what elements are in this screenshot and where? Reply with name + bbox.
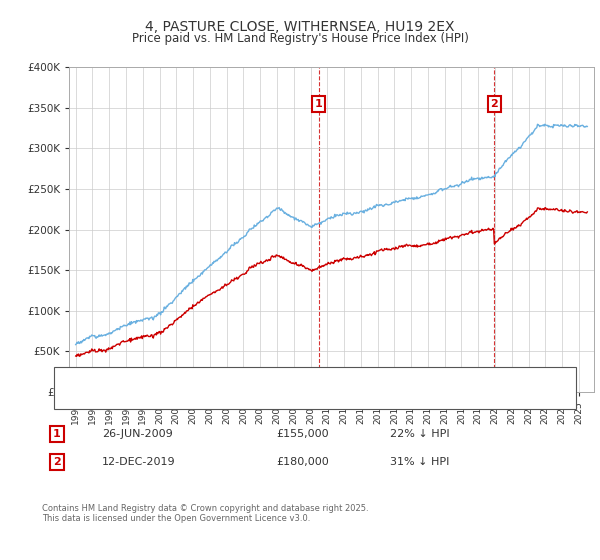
Text: 12-DEC-2019: 12-DEC-2019 (102, 457, 176, 467)
Text: 22% ↓ HPI: 22% ↓ HPI (390, 429, 449, 439)
Text: £155,000: £155,000 (276, 429, 329, 439)
Text: 1: 1 (315, 99, 322, 109)
Text: 2: 2 (53, 457, 61, 467)
Text: Contains HM Land Registry data © Crown copyright and database right 2025.
This d: Contains HM Land Registry data © Crown c… (42, 504, 368, 524)
Text: ——: —— (66, 389, 91, 403)
Text: 2: 2 (490, 99, 498, 109)
Text: 31% ↓ HPI: 31% ↓ HPI (390, 457, 449, 467)
Text: ——: —— (66, 371, 91, 385)
Text: Price paid vs. HM Land Registry's House Price Index (HPI): Price paid vs. HM Land Registry's House … (131, 32, 469, 45)
Text: 26-JUN-2009: 26-JUN-2009 (102, 429, 173, 439)
Text: £180,000: £180,000 (276, 457, 329, 467)
Text: HPI: Average price, detached house, East Riding of Yorkshire: HPI: Average price, detached house, East… (99, 391, 395, 401)
Text: 4, PASTURE CLOSE, WITHERNSEA, HU19 2EX (detached house): 4, PASTURE CLOSE, WITHERNSEA, HU19 2EX (… (99, 373, 406, 383)
Text: 1: 1 (53, 429, 61, 439)
Text: 4, PASTURE CLOSE, WITHERNSEA, HU19 2EX: 4, PASTURE CLOSE, WITHERNSEA, HU19 2EX (145, 20, 455, 34)
